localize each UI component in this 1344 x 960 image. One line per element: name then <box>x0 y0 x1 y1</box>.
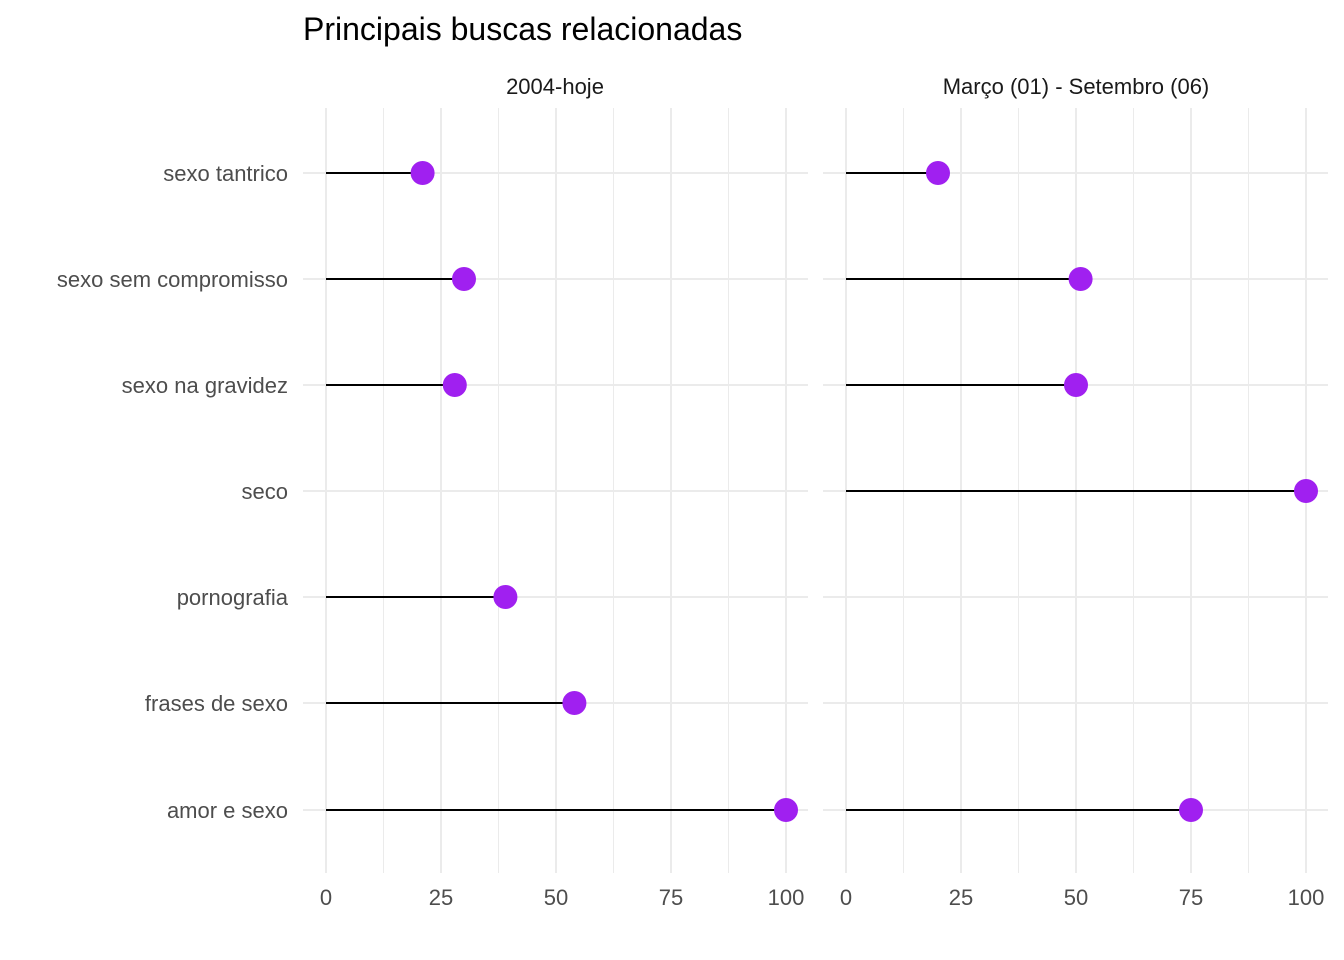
x-tick-label: 100 <box>768 885 805 910</box>
chart-title: Principais buscas relacionadas <box>303 11 742 47</box>
x-tick-label: 50 <box>1064 885 1088 910</box>
y-tick-label: seco <box>242 479 288 504</box>
y-tick-label: sexo tantrico <box>163 161 288 186</box>
lollipop-point <box>774 798 798 822</box>
panel-2004-hoje: 2004-hoje 0 25 50 75 100 <box>303 74 808 910</box>
panel-marco-setembro: Março (01) - Setembro (06) 0 25 50 75 100 <box>823 74 1328 910</box>
lollipop-point <box>562 691 587 715</box>
y-tick-label: pornografia <box>177 585 289 610</box>
y-tick-label: sexo sem compromisso <box>57 267 288 292</box>
x-tick-label: 75 <box>1179 885 1203 910</box>
lollipop-point <box>1064 373 1088 397</box>
y-tick-label: sexo na gravidez <box>122 373 288 398</box>
x-tick-label: 0 <box>320 885 332 910</box>
y-axis: sexo tantrico sexo sem compromisso sexo na… <box>57 161 289 823</box>
lollipop-point <box>452 267 476 291</box>
lollipop-point <box>493 585 518 609</box>
x-tick-label: 100 <box>1288 885 1325 910</box>
lollipop-point <box>442 373 467 397</box>
lollipop-point <box>926 161 950 185</box>
lollipop-point <box>410 161 435 185</box>
y-tick-label: amor e sexo <box>167 798 288 823</box>
lollipop-point <box>1294 479 1318 503</box>
x-tick-label: 75 <box>659 885 683 910</box>
panel-strip-label: 2004-hoje <box>506 74 604 99</box>
x-tick-label: 0 <box>840 885 852 910</box>
panel-strip-label: Março (01) - Setembro (06) <box>943 74 1210 99</box>
y-tick-label: frases de sexo <box>145 691 288 716</box>
lollipop-point <box>1068 267 1093 291</box>
lollipop-point <box>1179 798 1203 822</box>
x-tick-label: 25 <box>949 885 973 910</box>
x-tick-label: 50 <box>544 885 568 910</box>
x-tick-label: 25 <box>429 885 453 910</box>
